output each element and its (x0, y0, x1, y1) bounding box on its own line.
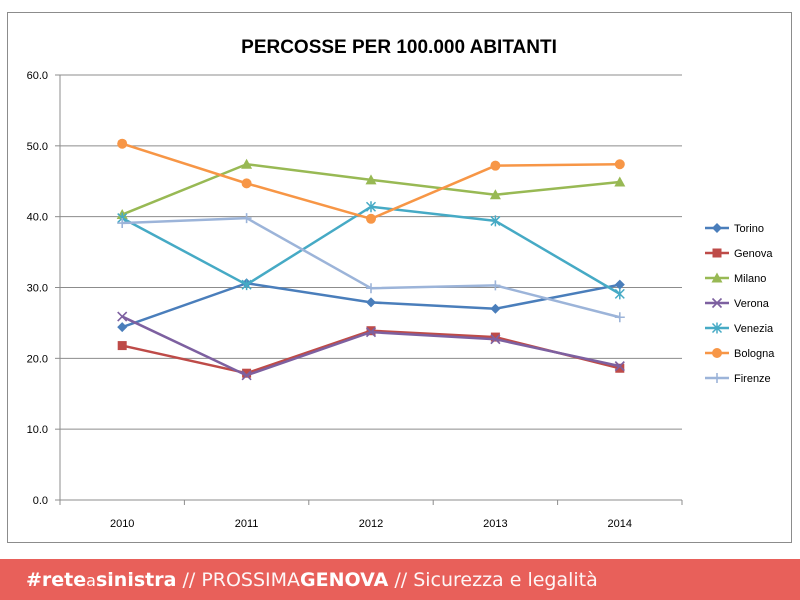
footer-separator: // (176, 568, 202, 591)
data-point (117, 138, 128, 149)
y-tick-label: 30.0 (27, 283, 48, 295)
data-point (117, 218, 128, 229)
legend-label: Venezia (734, 323, 774, 335)
data-point (241, 178, 252, 189)
legend-label: Torino (734, 223, 764, 235)
data-point (614, 159, 625, 170)
series-layer (116, 138, 626, 381)
y-tick-label: 20.0 (27, 353, 48, 365)
data-point (614, 361, 625, 372)
data-point (614, 312, 625, 323)
data-point (117, 311, 128, 322)
data-point (366, 297, 376, 308)
legend-label: Genova (734, 248, 773, 260)
data-point (117, 322, 128, 333)
legend-marker (712, 223, 722, 233)
data-point (241, 158, 253, 169)
chart-frame: PERCOSSE PER 100.000 ABITANTI 0.0 10.0 20.… (7, 12, 792, 543)
y-tick-label: 10.0 (27, 424, 48, 436)
footer-hashtag-part: a (86, 570, 96, 590)
footer-bar: #reteasinistra // PROSSIMA GENOVA // Sicu… (0, 559, 800, 600)
x-tick-label: 2011 (235, 518, 259, 530)
data-point (490, 160, 501, 171)
y-tick-label: 50.0 (27, 141, 48, 153)
series-milano (116, 158, 626, 220)
data-point (117, 341, 127, 351)
legend-item-verona: Verona (705, 297, 770, 310)
series-line (121, 315, 621, 377)
footer-brand-bold: GENOVA (300, 568, 389, 591)
legend-label: Verona (734, 298, 770, 310)
data-point (614, 288, 625, 300)
data-point (365, 201, 377, 213)
legend-item-torino: Torino (705, 223, 764, 235)
legend-item-bologna: Bologna (705, 348, 775, 360)
data-point (614, 176, 626, 187)
legend-marker (712, 348, 722, 358)
legend-marker (711, 322, 723, 334)
series-genova (117, 326, 625, 378)
series-bologna (117, 138, 625, 224)
legend-marker (712, 248, 722, 258)
y-tick-label: 60.0 (27, 70, 48, 82)
legend-item-venezia: Venezia (705, 322, 774, 335)
data-point (241, 213, 252, 224)
chart-title: PERCOSSE PER 100.000 ABITANTI (241, 37, 557, 58)
legend-item-milano: Milano (705, 272, 766, 285)
data-point (365, 174, 377, 185)
data-point (615, 363, 625, 373)
data-point (490, 303, 501, 314)
data-point (490, 332, 500, 342)
legend-marker (712, 373, 722, 383)
data-point (490, 280, 501, 291)
legend-marker (711, 297, 723, 309)
footer-hashtag-part: sinistra (95, 568, 177, 591)
legend-item-firenze: Firenze (705, 373, 771, 385)
data-point (242, 368, 252, 378)
legend-marker (711, 272, 723, 283)
y-tick-label: 0.0 (33, 495, 48, 507)
legend: Torino Genova Milano Verona Venezia Bologna Fi… (705, 223, 775, 385)
legend-label: Firenze (734, 373, 771, 385)
data-point (366, 283, 376, 294)
data-point (489, 189, 501, 200)
data-point (490, 334, 501, 345)
data-point (365, 327, 377, 338)
series-verona (117, 311, 625, 381)
legend-label: Bologna (734, 348, 775, 360)
footer-brand-light: PROSSIMA (201, 568, 301, 591)
data-point (241, 370, 252, 381)
x-tick-label: 2012 (359, 518, 383, 530)
data-point (366, 326, 376, 336)
data-point (614, 279, 625, 290)
series-firenze (117, 213, 625, 323)
footer-separator: // (388, 568, 414, 591)
footer-hashtag: #reteasinistra (26, 569, 176, 591)
footer-subtitle: Sicurezza e legalità (413, 568, 598, 591)
data-point (490, 215, 501, 227)
footer-hashtag-part: #rete (26, 568, 87, 591)
legend-label: Milano (734, 273, 766, 285)
x-tick-label: 2010 (110, 518, 134, 530)
data-point (241, 279, 252, 291)
axes: 0.0 10.0 20.0 30.0 40.0 50.0 60.0 2010 2011 2012 2… (27, 70, 683, 530)
line-chart: PERCOSSE PER 100.000 ABITANTI 0.0 10.0 20.… (27, 37, 776, 530)
y-tick-label: 40.0 (27, 212, 48, 224)
x-tick-label: 2013 (483, 518, 507, 530)
data-point (366, 213, 376, 224)
legend-item-genova: Genova (705, 248, 773, 260)
x-tick-label: 2014 (608, 518, 632, 530)
